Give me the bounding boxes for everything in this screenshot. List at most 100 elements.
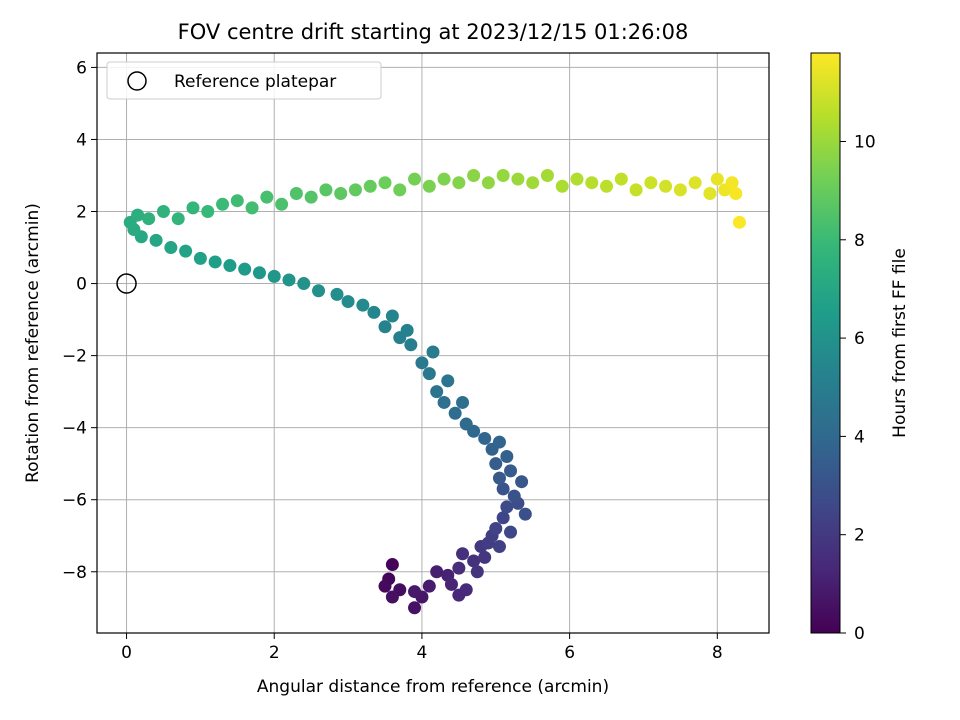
data-point	[688, 176, 702, 190]
data-point	[430, 565, 444, 579]
data-point	[385, 558, 399, 572]
data-point	[142, 212, 156, 226]
data-point	[230, 194, 244, 208]
data-point	[496, 511, 510, 525]
data-point	[275, 197, 289, 211]
data-point	[267, 269, 281, 283]
colorbar-tick-label: 6	[854, 329, 865, 349]
data-point	[334, 186, 348, 200]
data-point	[540, 168, 554, 182]
data-point	[459, 417, 473, 431]
data-point	[363, 179, 377, 193]
data-point	[393, 183, 407, 197]
y-tick-label: −2	[62, 347, 87, 367]
reference-marker	[116, 273, 137, 294]
data-point	[297, 277, 311, 291]
x-axis-label: Angular distance from reference (arcmin)	[257, 677, 609, 697]
data-point	[459, 583, 473, 597]
x-tick-label: 4	[417, 643, 428, 663]
data-point	[193, 251, 207, 265]
data-point	[341, 295, 355, 309]
data-point	[304, 190, 318, 204]
data-point	[408, 585, 422, 599]
x-tick-label: 2	[269, 643, 280, 663]
data-point	[629, 183, 643, 197]
data-point	[710, 172, 724, 186]
data-point	[456, 395, 470, 409]
data-point	[378, 320, 392, 334]
data-point	[456, 547, 470, 561]
data-point	[729, 186, 743, 200]
data-point	[171, 212, 185, 226]
data-point	[585, 176, 599, 190]
data-point	[555, 179, 569, 193]
legend-marker-icon	[127, 71, 147, 91]
data-points	[123, 168, 746, 615]
data-point	[500, 449, 514, 463]
data-point	[659, 179, 673, 193]
data-point	[422, 367, 436, 381]
data-point	[570, 172, 584, 186]
data-point	[732, 215, 746, 229]
data-point	[238, 262, 252, 276]
y-tick-label: −8	[62, 563, 87, 583]
colorbar-gradient	[810, 52, 841, 634]
data-point	[252, 266, 266, 280]
colorbar-tick-label: 4	[854, 427, 865, 447]
data-point	[385, 590, 399, 604]
data-point	[422, 179, 436, 193]
y-tick-label: −6	[62, 491, 87, 511]
data-point	[404, 338, 418, 352]
data-point	[201, 205, 215, 219]
colorbar-tick-label: 8	[854, 231, 865, 251]
data-point	[164, 241, 178, 255]
colorbar-ticks: 0 2 4 6 8 10	[840, 132, 876, 644]
data-point	[673, 183, 687, 197]
data-point	[312, 284, 326, 298]
data-point	[330, 287, 344, 301]
colorbar-label: Hours from first FF file	[890, 248, 910, 438]
y-tick-label: 6	[76, 58, 87, 78]
data-point	[492, 540, 506, 554]
plot-frame	[96, 52, 770, 634]
data-point	[492, 435, 506, 449]
data-point	[515, 475, 529, 489]
colorbar-tick-label: 10	[854, 132, 876, 152]
data-point	[282, 273, 296, 287]
data-point	[725, 176, 739, 190]
data-point	[511, 172, 525, 186]
data-point	[422, 579, 436, 593]
y-axis-ticks: −8 −6 −4 −2 0 2 4 6	[62, 58, 97, 583]
data-point	[356, 298, 370, 312]
data-point	[489, 522, 503, 536]
data-point	[260, 190, 274, 204]
data-point	[378, 176, 392, 190]
data-point	[437, 395, 451, 409]
data-point	[481, 176, 495, 190]
data-point	[156, 205, 170, 219]
colorbar-tick-label: 2	[854, 526, 865, 546]
data-point	[504, 525, 518, 539]
data-point	[507, 489, 521, 503]
data-point	[614, 172, 628, 186]
data-point	[437, 172, 451, 186]
data-point	[448, 406, 462, 420]
data-point	[367, 305, 381, 319]
data-point	[131, 208, 145, 222]
data-point	[703, 186, 717, 200]
y-tick-label: 0	[76, 275, 87, 295]
data-point	[179, 244, 193, 258]
data-point	[289, 186, 303, 200]
data-point	[216, 197, 230, 211]
data-point	[467, 168, 481, 182]
data-point	[644, 176, 658, 190]
data-point	[186, 201, 200, 215]
data-point	[444, 577, 458, 591]
data-point	[415, 356, 429, 370]
data-point	[518, 507, 532, 521]
data-point	[489, 457, 503, 471]
data-point	[496, 168, 510, 182]
grid-lines	[97, 53, 769, 633]
data-point	[452, 561, 466, 575]
